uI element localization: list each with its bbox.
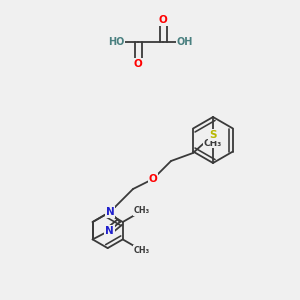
Text: OH: OH — [177, 37, 193, 47]
Text: O: O — [134, 59, 142, 69]
Text: CH₃: CH₃ — [134, 246, 150, 255]
Text: S: S — [209, 130, 217, 140]
Text: O: O — [148, 174, 158, 184]
Text: HO: HO — [108, 37, 124, 47]
Text: O: O — [159, 15, 167, 25]
Text: CH₃: CH₃ — [134, 206, 150, 215]
Text: N: N — [105, 226, 114, 236]
Text: CH₃: CH₃ — [204, 139, 222, 148]
Text: N: N — [106, 207, 114, 217]
